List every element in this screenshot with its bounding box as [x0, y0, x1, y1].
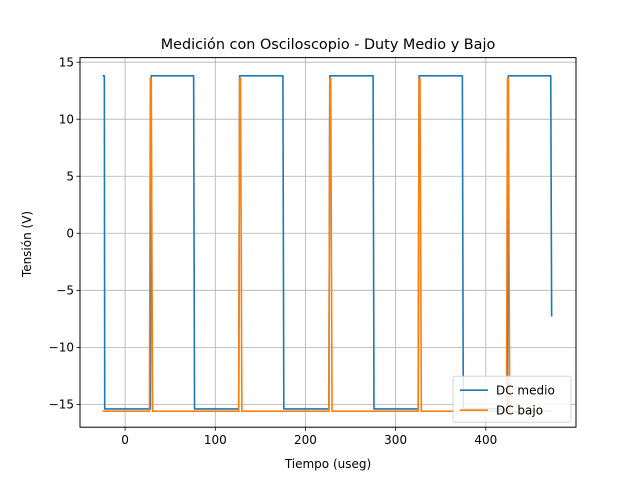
y-axis-ticks: −15 −10 −5 0 5 10 15: [49, 55, 80, 412]
legend-label-1: DC medio: [496, 384, 555, 398]
legend: DC medio DC bajo: [452, 375, 572, 423]
x-tick-label: 300: [384, 433, 407, 447]
grid-lines: [80, 57, 576, 428]
y-tick-label: 15: [59, 55, 74, 69]
x-tick-label: 100: [204, 433, 227, 447]
x-tick-label: 200: [294, 433, 317, 447]
x-tick-label: 400: [474, 433, 497, 447]
y-tick-label: 10: [59, 112, 74, 126]
y-tick-label: 5: [66, 169, 74, 183]
y-tick-label: −10: [49, 341, 74, 355]
legend-label-2: DC bajo: [496, 404, 543, 418]
x-axis-ticks: 0 100 200 300 400: [121, 427, 497, 447]
y-tick-label: 0: [66, 226, 74, 240]
y-tick-label: −15: [49, 398, 74, 412]
x-axis-label: Tiempo (useg): [284, 457, 371, 471]
x-tick-label: 0: [121, 433, 129, 447]
chart-title: Medición con Osciloscopio - Duty Medio y…: [161, 37, 496, 53]
series-line-2: [102, 77, 552, 413]
y-axis-label: Tensión (V): [20, 211, 34, 278]
y-tick-label: −5: [56, 284, 74, 298]
axes-frame: [79, 57, 577, 428]
